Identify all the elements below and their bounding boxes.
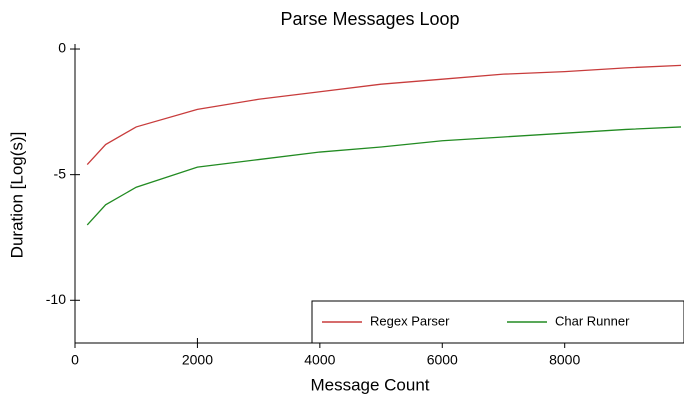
y-tick-label: 0 xyxy=(58,40,66,56)
legend-label: Char Runner xyxy=(555,313,630,328)
x-tick-label: 2000 xyxy=(182,352,213,368)
y-tick-label: -10 xyxy=(46,291,66,307)
x-axis-label: Message Count xyxy=(310,375,429,394)
legend-label: Regex Parser xyxy=(370,313,450,328)
y-axis-label: Duration [Log(s)] xyxy=(7,132,26,259)
line xyxy=(86,64,682,166)
x-tick-label: 4000 xyxy=(304,352,335,368)
y-tick-label: -5 xyxy=(54,165,67,181)
x-tick-label: 0 xyxy=(71,352,79,368)
line xyxy=(86,126,682,226)
legend-box xyxy=(311,300,684,344)
x-tick-label: 6000 xyxy=(427,352,458,368)
chart-title: Parse Messages Loop xyxy=(280,9,459,29)
x-tick-label: 8000 xyxy=(549,352,580,368)
